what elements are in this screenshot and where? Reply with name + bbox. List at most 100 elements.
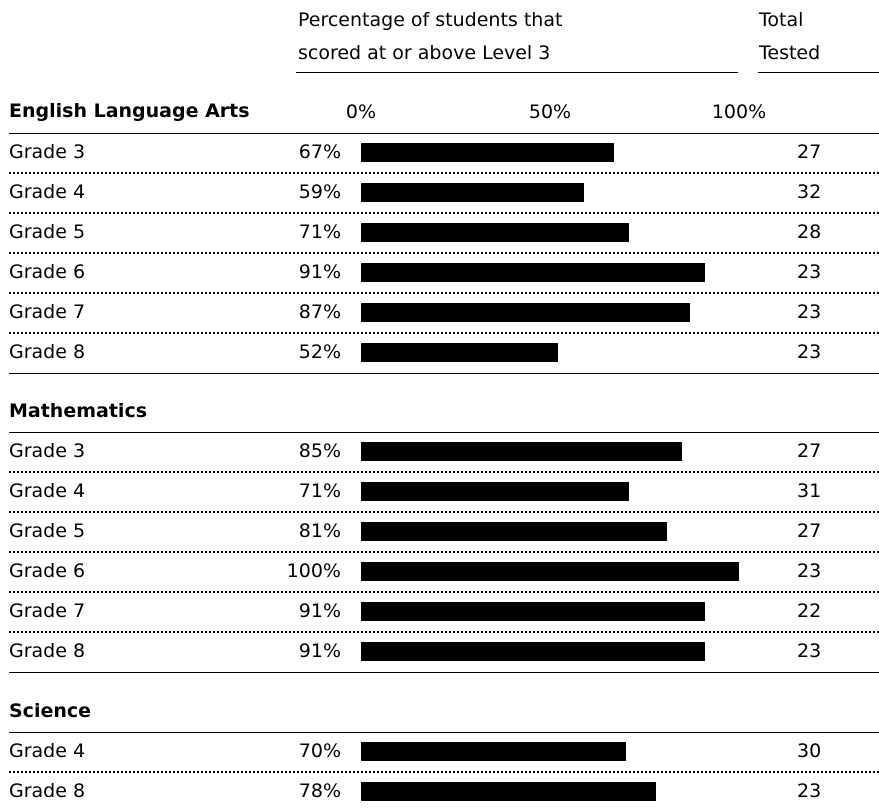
grade-label: Grade 5 (9, 221, 86, 243)
total-tested: 22 (797, 600, 822, 622)
percent-bar (361, 602, 705, 621)
row-divider (9, 471, 879, 473)
percent-label: 67% (298, 141, 341, 163)
table-row: Grade 3 85% 27 (0, 432, 879, 472)
section-bottom-rule (9, 672, 879, 673)
percent-bar (361, 442, 682, 461)
total-tested: 30 (797, 740, 822, 762)
percent-bar (361, 183, 584, 202)
section-title: Mathematics (9, 400, 148, 422)
grade-label: Grade 8 (9, 640, 86, 662)
grade-label: Grade 6 (9, 261, 86, 283)
grade-label: Grade 8 (9, 780, 86, 802)
percent-bar (361, 562, 739, 581)
grade-label: Grade 7 (9, 600, 86, 622)
row-divider (9, 551, 879, 553)
percentage-header-rule (296, 72, 738, 73)
percent-label: 52% (298, 341, 341, 363)
table-row: Grade 8 52% 23 (0, 333, 879, 373)
table-row: Grade 4 59% 32 (0, 173, 879, 213)
total-header-line2: Tested (759, 42, 821, 64)
table-row: Grade 6 91% 23 (0, 253, 879, 293)
percent-label: 85% (298, 440, 341, 462)
total-header-line1: Total (759, 9, 804, 31)
percent-label: 78% (298, 780, 341, 802)
percent-bar (361, 522, 667, 541)
total-tested: 27 (797, 141, 822, 163)
total-tested: 27 (797, 520, 822, 542)
percent-bar (361, 223, 629, 242)
percentage-header: Percentage of students that scored at or… (298, 4, 562, 70)
section-top-rule (9, 732, 879, 733)
axis-tick-100: 100% (711, 101, 767, 123)
total-tested: 27 (797, 440, 822, 462)
percent-label: 91% (298, 600, 341, 622)
percent-label: 91% (298, 640, 341, 662)
percent-label: 71% (298, 221, 341, 243)
percent-bar (361, 482, 629, 501)
total-tested: 23 (797, 780, 822, 802)
grade-label: Grade 4 (9, 181, 86, 203)
grade-label: Grade 3 (9, 440, 86, 462)
grade-label: Grade 5 (9, 520, 86, 542)
percent-bar (361, 303, 690, 322)
row-divider (9, 511, 879, 513)
section-bottom-rule (9, 373, 879, 374)
row-divider (9, 591, 879, 593)
percent-label: 87% (298, 301, 341, 323)
table-row: Grade 6 100% 23 (0, 552, 879, 592)
total-tested: 23 (797, 560, 822, 582)
total-tested: 23 (797, 261, 822, 283)
percent-bar (361, 263, 705, 282)
axis-tick-50: 50% (528, 101, 572, 123)
percent-label: 70% (298, 740, 341, 762)
percent-bar (361, 742, 626, 761)
table-row: Grade 5 71% 28 (0, 213, 879, 253)
percent-label: 59% (298, 181, 341, 203)
percentage-header-line1: Percentage of students that (298, 9, 563, 31)
grade-label: Grade 8 (9, 341, 86, 363)
table-row: Grade 3 67% 27 (0, 133, 879, 173)
total-tested: 32 (797, 181, 822, 203)
section-top-rule (9, 432, 879, 433)
axis-tick-0: 0% (345, 101, 377, 123)
percent-bar (361, 343, 558, 362)
row-divider (9, 252, 879, 254)
percentage-header-line2: scored at or above Level 3 (298, 42, 551, 64)
percent-label: 100% (286, 560, 341, 582)
total-tested: 23 (797, 301, 822, 323)
table-row: Grade 5 81% 27 (0, 512, 879, 552)
table-row: Grade 4 71% 31 (0, 472, 879, 512)
row-divider (9, 771, 879, 773)
percent-bar (361, 143, 614, 162)
percent-label: 71% (298, 480, 341, 502)
section-title: English Language Arts (9, 100, 250, 122)
table-row: Grade 7 87% 23 (0, 293, 879, 333)
section-top-rule (9, 133, 879, 134)
row-divider (9, 212, 879, 214)
grade-label: Grade 6 (9, 560, 86, 582)
percent-label: 81% (298, 520, 341, 542)
table-row: Grade 4 70% 30 (0, 732, 879, 772)
grade-label: Grade 4 (9, 480, 86, 502)
grade-label: Grade 3 (9, 141, 86, 163)
table-row: Grade 8 91% 23 (0, 632, 879, 672)
total-tested: 23 (797, 640, 822, 662)
table-row: Grade 8 78% 23 (0, 772, 879, 812)
total-header: Total Tested (759, 4, 820, 70)
percent-label: 91% (298, 261, 341, 283)
total-tested: 23 (797, 341, 822, 363)
total-tested: 28 (797, 221, 822, 243)
row-divider (9, 631, 879, 633)
row-divider (9, 172, 879, 174)
percent-bar (361, 782, 656, 801)
grade-label: Grade 7 (9, 301, 86, 323)
total-tested: 31 (797, 480, 822, 502)
row-divider (9, 332, 879, 334)
total-header-rule (758, 72, 879, 73)
grade-label: Grade 4 (9, 740, 86, 762)
section-title: Science (9, 700, 92, 722)
percent-bar (361, 642, 705, 661)
table-row: Grade 7 91% 22 (0, 592, 879, 632)
row-divider (9, 292, 879, 294)
